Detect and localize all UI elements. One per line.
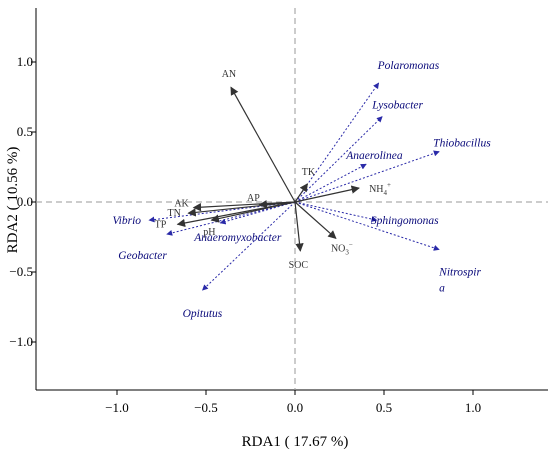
x-tick-label: 0.0 bbox=[287, 400, 303, 415]
y-tick-label: −1.0 bbox=[9, 334, 33, 349]
species-arrow bbox=[294, 116, 383, 203]
species-label: Thiobacillus bbox=[433, 138, 491, 150]
env-label: pH bbox=[203, 227, 215, 238]
species-label: Lysobacter bbox=[371, 100, 423, 112]
species-label: Nitrospir bbox=[438, 267, 481, 279]
x-tick-label: 0.5 bbox=[376, 400, 392, 415]
y-tick-label: 1.0 bbox=[17, 54, 33, 69]
species-arrow bbox=[294, 150, 440, 203]
y-tick-label: −0.5 bbox=[9, 264, 33, 279]
env-arrow bbox=[230, 86, 296, 203]
y-tick-label: 0.5 bbox=[17, 124, 33, 139]
env-arrow bbox=[210, 201, 296, 223]
y-axis-ticks: 1.0 0.5 0.0 −0.5 −1.0 bbox=[9, 54, 36, 349]
env-arrow bbox=[294, 201, 337, 239]
species-label: Anaerolinea bbox=[345, 150, 403, 162]
species-arrow bbox=[219, 201, 296, 225]
species-vectors: Polaromonas Lysobacter Thiobacillus Anaerol… bbox=[112, 60, 491, 320]
env-label: SOC bbox=[289, 260, 309, 271]
env-arrow bbox=[294, 185, 360, 203]
species-arrow bbox=[294, 82, 380, 203]
y-axis-label: RDA2 ( 10.56 %) bbox=[5, 147, 21, 254]
env-label: TN bbox=[168, 208, 181, 219]
x-tick-label: −0.5 bbox=[194, 400, 218, 415]
species-arrow bbox=[294, 201, 440, 251]
env-arrow bbox=[294, 183, 308, 203]
species-label: Polaromonas bbox=[377, 60, 440, 72]
species-arrow bbox=[202, 201, 296, 291]
env-label: TK bbox=[302, 167, 316, 178]
x-tick-label: −1.0 bbox=[105, 400, 129, 415]
env-label: AP bbox=[247, 193, 260, 204]
x-axis-ticks: −1.0 −0.5 0.0 0.5 1.0 bbox=[105, 390, 481, 415]
species-label: Vibrio bbox=[112, 215, 141, 227]
species-arrow bbox=[294, 163, 367, 203]
x-axis-label: RDA1 ( 17.67 %) bbox=[242, 434, 349, 450]
env-label: AK bbox=[174, 199, 189, 210]
y-tick-label: 0.0 bbox=[17, 194, 33, 209]
x-tick-label: 1.0 bbox=[465, 400, 481, 415]
env-label: AN bbox=[222, 69, 236, 80]
env-label: NH4+ bbox=[369, 181, 391, 197]
env-arrow bbox=[187, 201, 296, 217]
species-label: Geobacter bbox=[118, 250, 167, 262]
species-label: Opitutus bbox=[183, 308, 223, 320]
species-arrow bbox=[294, 201, 378, 222]
species-label: Sphingomonas bbox=[371, 215, 439, 227]
env-arrow bbox=[294, 201, 304, 252]
env-arrow bbox=[192, 201, 296, 212]
env-label: TP bbox=[155, 219, 167, 230]
species-label-wrap: a bbox=[439, 283, 445, 295]
env-label: NO3− bbox=[331, 240, 353, 256]
